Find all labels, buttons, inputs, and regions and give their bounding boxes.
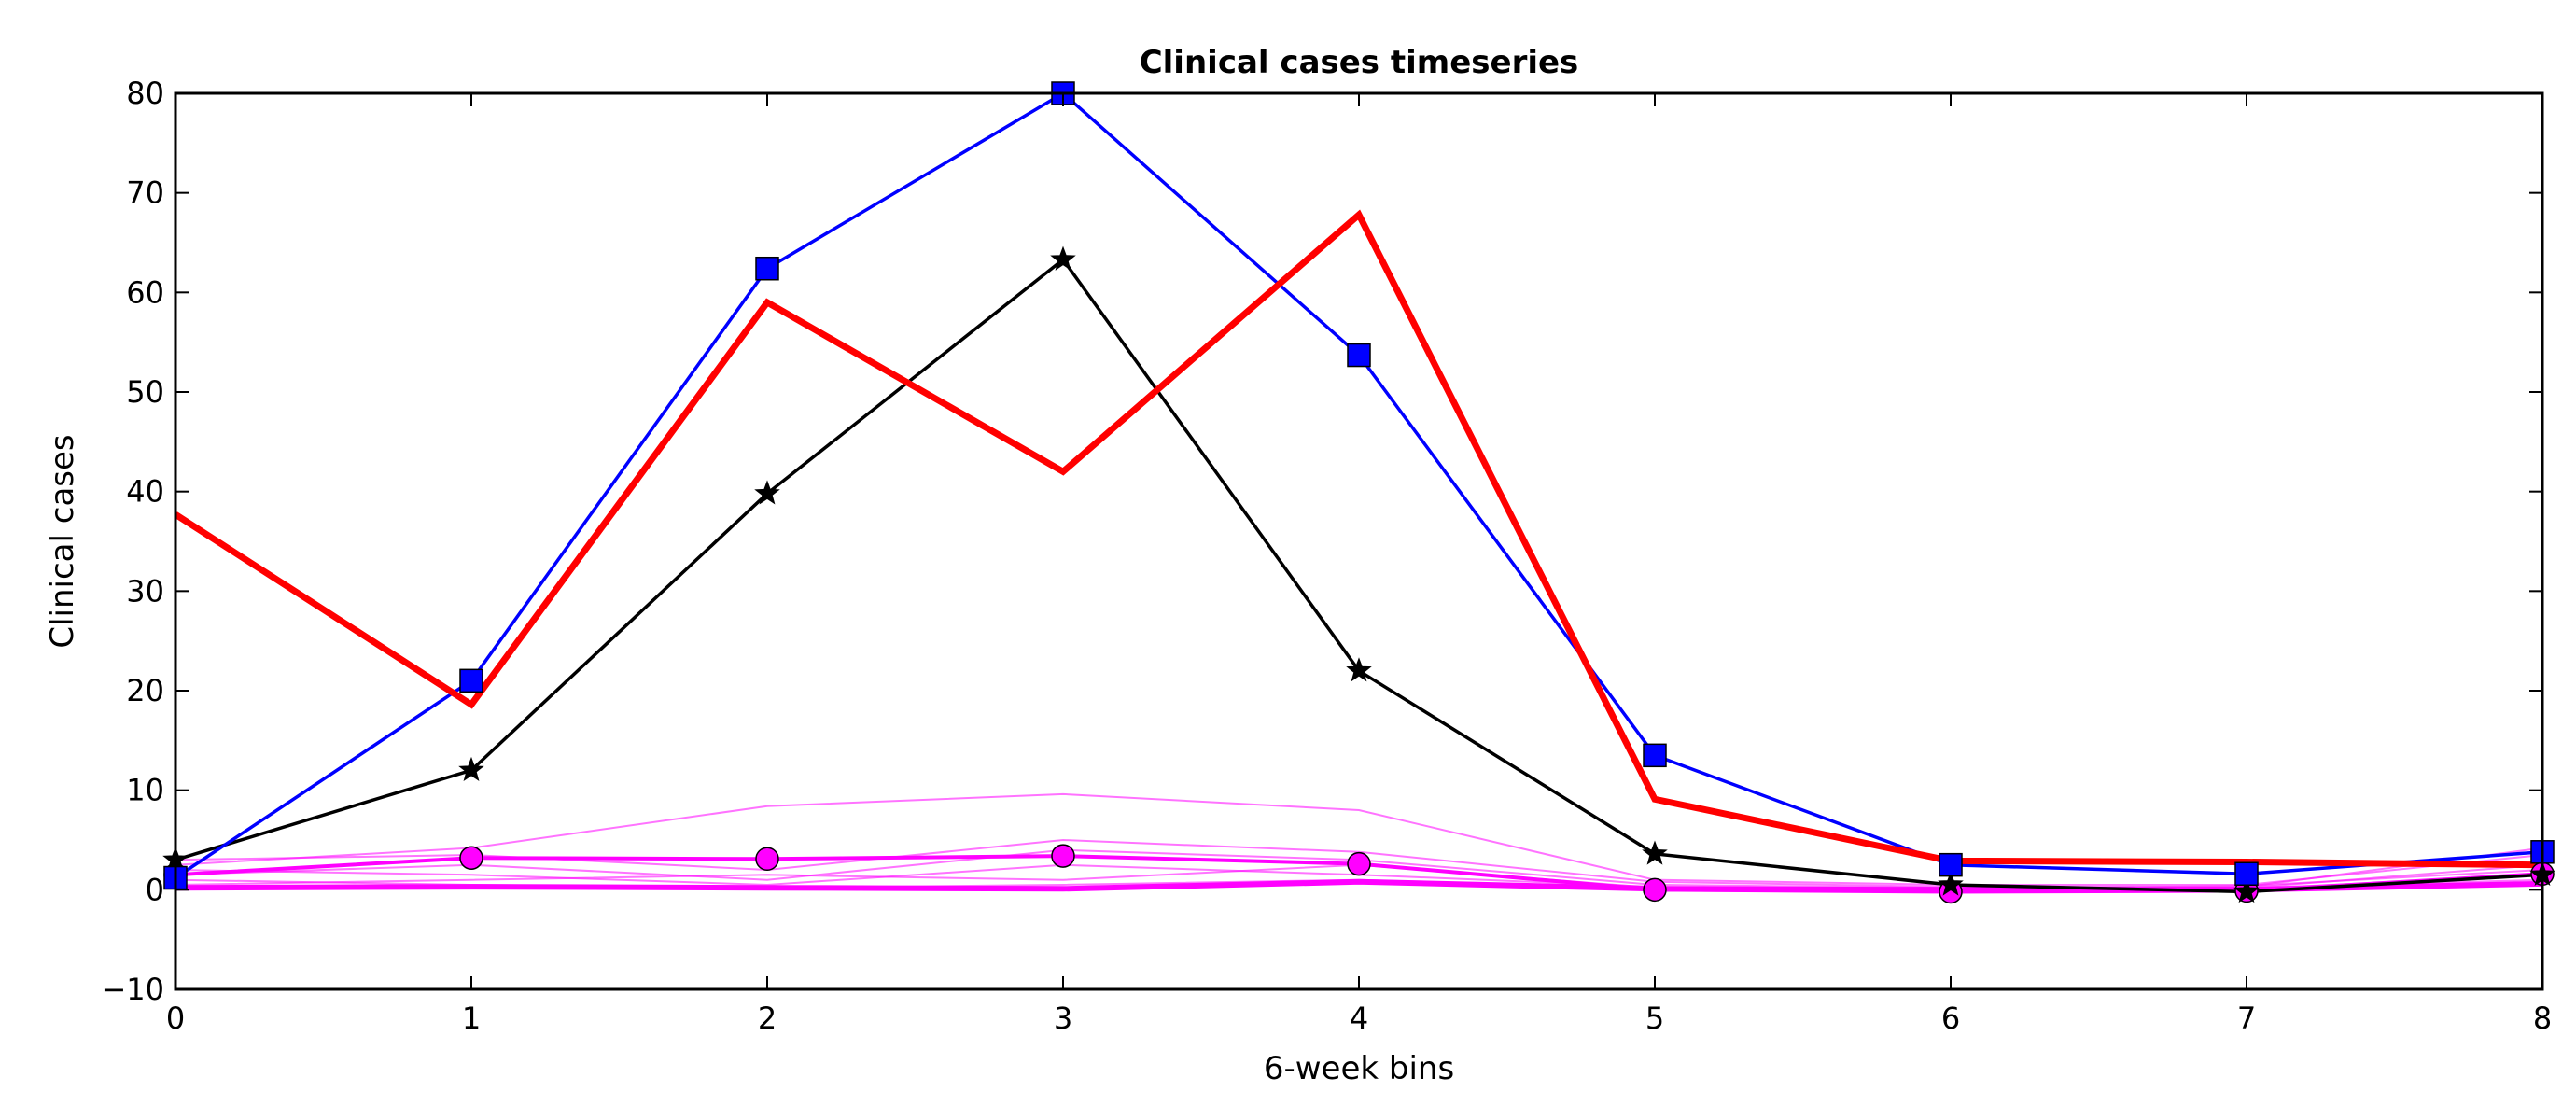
data-point-9-4 <box>1347 343 1371 368</box>
series-layer <box>175 93 2542 894</box>
x-tick-label-1: 1 <box>462 1001 481 1036</box>
data-point-7-4 <box>1347 851 1371 876</box>
y-tick-label-6: 50 <box>126 374 164 410</box>
data-point-8-4 <box>1346 657 1372 682</box>
x-tick-label-0: 0 <box>166 1001 185 1036</box>
series-line-10 <box>175 209 2542 869</box>
chart-title: Clinical cases timeseries <box>1140 44 1579 81</box>
y-tick-label-4: 30 <box>126 573 164 609</box>
x-tick-label-8: 8 <box>2533 1001 2552 1036</box>
x-tick-label-4: 4 <box>1350 1001 1368 1036</box>
data-point-9-1 <box>459 668 483 693</box>
data-point-8-1 <box>458 756 484 782</box>
x-tick-label-5: 5 <box>1645 1001 1664 1036</box>
data-point-7-2 <box>755 847 779 872</box>
data-point-8-7 <box>2233 878 2260 903</box>
data-point-8-5 <box>1642 840 1668 865</box>
y-tick-label-7: 60 <box>126 274 164 310</box>
data-point-7-3 <box>1051 844 1075 868</box>
x-tick-label-2: 2 <box>758 1001 777 1036</box>
y-tick-label-9: 80 <box>126 76 164 111</box>
data-point-7-1 <box>459 846 483 870</box>
data-point-9-7 <box>2234 861 2259 887</box>
data-point-9-5 <box>1643 743 1667 768</box>
data-point-9-6 <box>1939 852 1963 877</box>
y-tick-label-2: 10 <box>126 773 164 808</box>
data-point-8-2 <box>754 480 780 505</box>
data-point-8-3 <box>1050 245 1076 271</box>
x-tick-label-3: 3 <box>1054 1001 1072 1036</box>
y-tick-label-5: 40 <box>126 474 164 510</box>
y-tick-label-1: 0 <box>146 872 164 907</box>
x-axis-label: 6-week bins <box>1264 1050 1454 1087</box>
x-tick-label-6: 6 <box>1941 1001 1960 1036</box>
y-tick-label-0: −10 <box>101 972 164 1007</box>
data-point-8-6 <box>1938 871 1964 896</box>
y-axis-label: Clinical cases <box>44 434 81 648</box>
series-line-0 <box>175 792 2542 886</box>
data-point-9-2 <box>755 256 779 281</box>
data-point-7-5 <box>1643 877 1667 903</box>
y-tick-label-3: 20 <box>126 673 164 708</box>
y-tick-label-8: 70 <box>126 175 164 211</box>
marker-layer <box>162 81 2555 904</box>
x-tick-label-7: 7 <box>2237 1001 2256 1036</box>
